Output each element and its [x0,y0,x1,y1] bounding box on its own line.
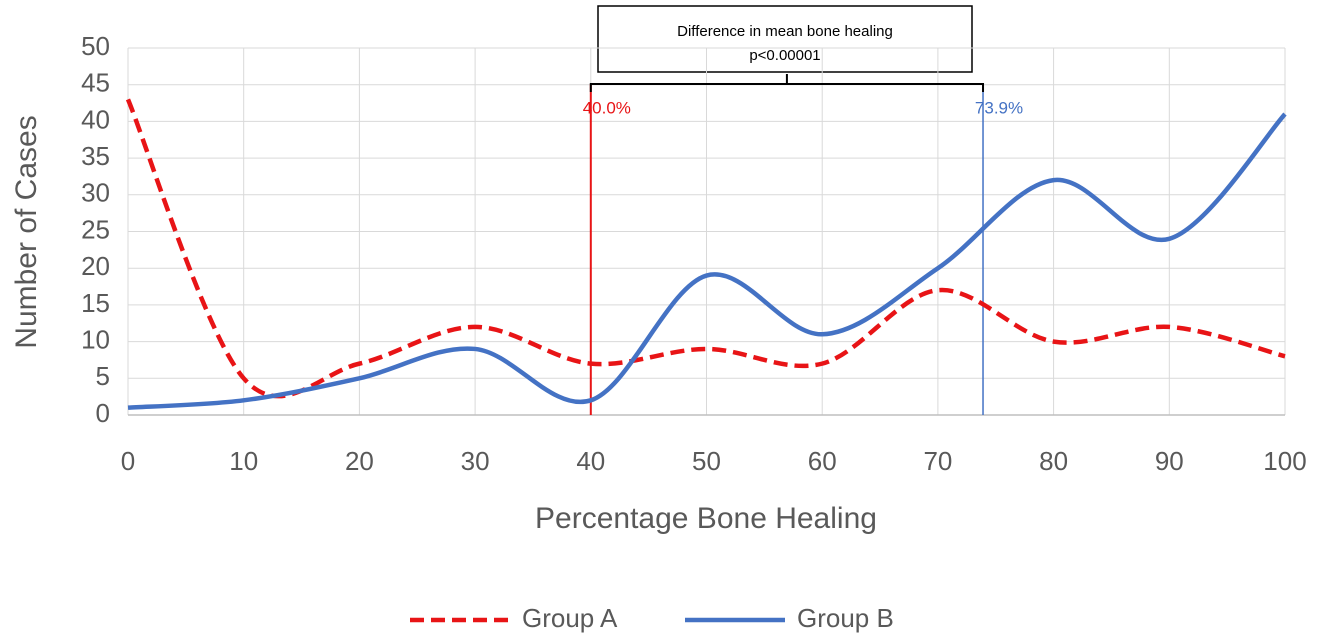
x-tick-label: 60 [808,446,837,476]
y-tick-label: 50 [81,31,110,61]
annotation-box [597,5,973,73]
x-tick-label: 0 [121,446,135,476]
x-tick-label: 20 [345,446,374,476]
legend-label: Group B [797,603,894,633]
x-tick-label: 30 [461,446,490,476]
annotation-text: Difference in mean bone healing [677,23,893,40]
x-axis-title: Percentage Bone Healing [535,502,877,535]
x-tick-label: 100 [1263,446,1306,476]
series-line [127,112,1287,410]
annotation-label: 40.0% [583,98,631,117]
y-tick-label: 5 [96,361,110,391]
x-tick-label: 80 [1039,446,1068,476]
y-tick-label: 40 [81,104,110,134]
y-tick-label: 45 [81,68,110,98]
annotation-label: 73.9% [975,98,1023,117]
y-tick-label: 20 [81,251,110,281]
x-tick-label: 40 [576,446,605,476]
y-tick-label: 35 [81,141,110,171]
legend-label: Group A [522,603,618,633]
x-tick-label: 50 [692,446,721,476]
x-tick-label: 70 [923,446,952,476]
x-tick-label: 90 [1155,446,1184,476]
y-axis-title: Number of Cases [10,115,43,348]
y-tick-label: 10 [81,324,110,354]
y-tick-label: 15 [81,288,110,318]
x-tick-label: 10 [229,446,258,476]
y-tick-label: 25 [81,214,110,244]
bracket [589,74,985,92]
y-tick-label: 30 [81,178,110,208]
y-tick-label: 0 [96,398,110,428]
annotation-text: p<0.00001 [749,47,820,64]
